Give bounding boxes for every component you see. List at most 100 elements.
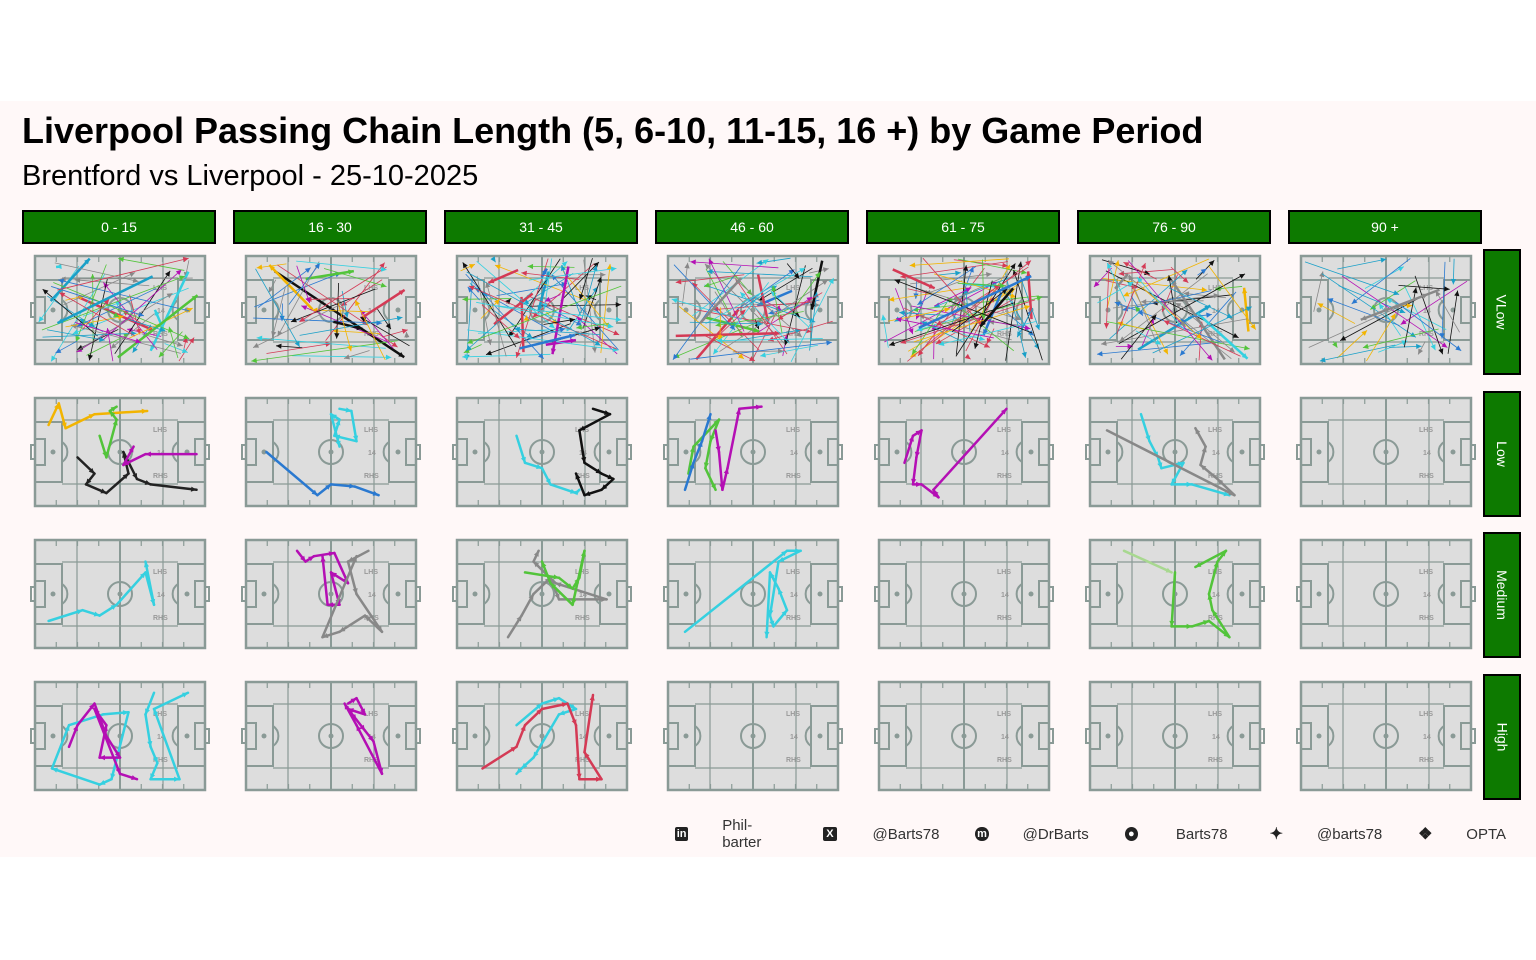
pass-arrowhead — [828, 277, 834, 284]
pass-line — [50, 767, 101, 786]
pass-arrowhead — [88, 414, 95, 419]
goal — [415, 586, 421, 602]
pass-line — [70, 324, 181, 354]
penalty-arc — [1327, 583, 1335, 605]
pass-arrowhead — [671, 298, 678, 304]
pitch-label-rhs: RHS — [786, 615, 801, 622]
pass-line — [702, 333, 756, 362]
pass-line — [110, 313, 155, 349]
penalty-spot — [1028, 591, 1034, 597]
penalty-spot — [50, 449, 56, 455]
pass-arrowhead — [462, 262, 468, 269]
pass-arrowhead — [538, 353, 544, 359]
pass-line — [299, 266, 387, 323]
goal — [626, 302, 632, 318]
pass-line — [521, 272, 580, 281]
pass-arrowhead — [117, 314, 124, 320]
pass-arrowhead — [380, 282, 387, 288]
goal — [874, 586, 880, 602]
penalty-spot — [261, 449, 267, 455]
pass-line — [106, 327, 114, 362]
x-icon: X — [823, 827, 837, 841]
pass-arrowhead — [190, 486, 197, 492]
goal — [874, 302, 880, 318]
pass-line — [743, 285, 778, 309]
pass-line — [1105, 262, 1110, 329]
center-spot — [117, 591, 123, 597]
goal — [204, 302, 210, 318]
pass-arrowhead — [251, 357, 258, 363]
pass-arrowhead — [467, 338, 474, 344]
pass-arrowhead — [533, 561, 540, 568]
pass-arrowhead — [806, 296, 813, 303]
center-circle — [1373, 723, 1399, 749]
pass-arrowhead — [181, 348, 188, 353]
penalty-arc — [1015, 583, 1023, 605]
pitch-label-lhs: LHS — [575, 569, 589, 576]
pass-arrowhead — [559, 710, 565, 716]
pass-line — [340, 279, 383, 307]
pass-line — [1120, 314, 1157, 360]
penalty-arc — [1226, 299, 1234, 321]
pass-arrowhead — [183, 334, 190, 340]
pass-arrowhead — [1351, 298, 1358, 304]
pass-arrowhead — [380, 266, 387, 272]
pass-line — [1327, 298, 1400, 326]
pass-line — [1128, 274, 1161, 354]
pass-line — [1321, 273, 1417, 338]
pass-arrowhead — [889, 341, 896, 347]
pass-arrowhead — [93, 611, 100, 617]
goal — [241, 728, 247, 744]
center-spot — [539, 733, 545, 739]
pass-line — [1435, 290, 1460, 333]
pass-arrowhead — [113, 312, 120, 317]
pass-arrowhead — [821, 279, 828, 286]
pass-line — [42, 332, 137, 338]
pass-line — [118, 258, 185, 271]
pass-line — [54, 262, 139, 282]
pass-arrowhead — [401, 328, 408, 334]
pass-line — [1106, 260, 1119, 308]
pass-arrowhead — [305, 297, 311, 303]
pass-line — [673, 264, 736, 331]
footer-credits: in Phil-barter X @Barts78 m @DrBarts ● B… — [675, 817, 1536, 851]
pass-arrowhead — [344, 354, 350, 360]
pitch-label-center: 14 — [157, 592, 165, 599]
pass-arrowhead — [523, 315, 529, 321]
pass-arrowhead — [1196, 333, 1202, 339]
pass-arrowhead — [334, 333, 340, 339]
penalty-spot — [606, 733, 612, 739]
pass-line — [1351, 258, 1411, 305]
goal — [241, 302, 247, 318]
pass-arrowhead — [1412, 287, 1418, 294]
penalty-spot — [683, 733, 689, 739]
penalty-arc — [905, 725, 913, 747]
pitch-label-rhs: RHS — [575, 757, 590, 764]
pass-line — [932, 407, 1008, 492]
penalty-arc — [1015, 725, 1023, 747]
pass-arrowhead — [689, 462, 695, 469]
pitch-label-center: 14 — [368, 450, 376, 457]
pass-arrowhead — [353, 435, 359, 442]
pass-line — [1123, 258, 1210, 297]
penalty-arc — [1226, 441, 1234, 463]
goal — [837, 302, 843, 318]
pass-arrowhead — [963, 288, 969, 294]
pass-arrowhead — [355, 300, 361, 307]
pass-line — [88, 278, 108, 361]
pass-arrowhead — [372, 490, 379, 496]
pass-arrowhead — [468, 285, 475, 291]
pass-line — [98, 723, 108, 759]
goal — [1048, 444, 1054, 460]
pass-line — [1013, 269, 1043, 361]
penalty-spot — [395, 307, 401, 313]
pass-line — [127, 318, 166, 332]
pass-line — [955, 263, 1016, 357]
pass-line — [296, 260, 387, 271]
pass-arrowhead — [569, 333, 575, 339]
goal — [415, 302, 421, 318]
pass-line — [1208, 265, 1257, 330]
pass-arrowhead — [1370, 304, 1377, 310]
goal — [415, 728, 421, 744]
